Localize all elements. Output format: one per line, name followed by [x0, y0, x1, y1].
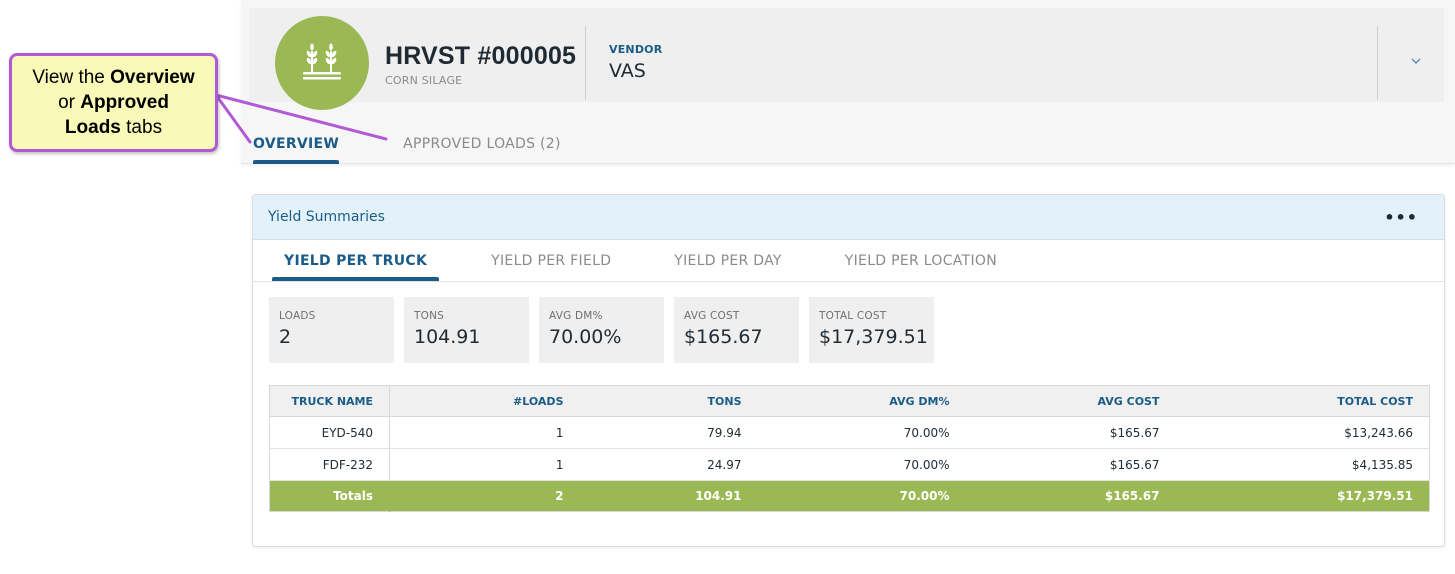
cell-loads: 1: [389, 416, 580, 449]
panel-title: Yield Summaries: [268, 209, 385, 225]
table-header-row: TRUCK NAME #LOADS TONS AVG DM% AVG COST …: [269, 385, 1430, 417]
callout-tooltip: View the Overview or Approved Loads tabs: [9, 53, 218, 152]
harvest-summary-card: HRVST #000005 CORN SILAGE VENDOR VAS: [249, 8, 1444, 110]
cell-totals-label: Totals: [269, 480, 390, 512]
cell-avg-cost: $165.67: [965, 416, 1176, 449]
yield-tabs: YIELD PER TRUCK YIELD PER FIELD YIELD PE…: [272, 241, 997, 281]
tab-yield-per-location[interactable]: YIELD PER LOCATION: [844, 253, 997, 269]
harvest-avatar: [275, 16, 369, 110]
cell-total-cost: $4,135.85: [1175, 448, 1430, 481]
table-row[interactable]: FDF-232 1 24.97 70.00% $165.67 $4,135.85: [269, 448, 1430, 481]
wheat-icon: [299, 41, 345, 85]
header-divider: [585, 26, 586, 100]
stat-label: TONS: [414, 310, 444, 322]
vendor-value: VAS: [609, 60, 646, 82]
more-horizontal-icon[interactable]: •••: [1384, 208, 1418, 227]
vendor-label: VENDOR: [609, 43, 663, 56]
cell-avg-cost: $165.67: [965, 448, 1176, 481]
column-header-truck-name[interactable]: TRUCK NAME: [269, 385, 390, 417]
cell-truck-name: EYD-540: [269, 416, 390, 449]
stat-value: 104.91: [414, 326, 481, 348]
yield-summaries-panel: Yield Summaries ••• YIELD PER TRUCK YIEL…: [252, 194, 1445, 547]
stat-cards: LOADS 2 TONS 104.91 AVG DM% 70.00% AVG C…: [269, 297, 944, 363]
cell-totals-avg-cost: $165.67: [965, 480, 1176, 512]
stat-card-avg-dm: AVG DM% 70.00%: [539, 297, 664, 363]
stat-label: AVG COST: [684, 310, 740, 322]
tab-overview[interactable]: OVERVIEW: [253, 126, 340, 164]
cell-truck-name: FDF-232: [269, 448, 390, 481]
cell-tons: 24.97: [579, 448, 758, 481]
harvest-header: HRVST #000005 CORN SILAGE VENDOR VAS OVE…: [241, 0, 1455, 164]
cell-totals-tons: 104.91: [579, 480, 758, 512]
stat-label: LOADS: [279, 310, 316, 322]
harvest-crop: CORN SILAGE: [385, 74, 463, 87]
tabs-divider: [253, 281, 1444, 282]
cell-avg-dm: 70.00%: [757, 416, 966, 449]
column-header-total-cost[interactable]: TOTAL COST: [1175, 385, 1430, 417]
stat-value: 70.00%: [549, 326, 622, 348]
tab-yield-per-truck[interactable]: YIELD PER TRUCK: [272, 241, 440, 281]
tab-yield-per-day[interactable]: YIELD PER DAY: [674, 253, 782, 269]
stat-card-tons: TONS 104.91: [404, 297, 529, 363]
stat-label: TOTAL COST: [819, 310, 887, 322]
stat-card-loads: LOADS 2: [269, 297, 394, 363]
panel-header: Yield Summaries •••: [253, 195, 1444, 240]
stat-card-total-cost: TOTAL COST $17,379.51: [809, 297, 934, 363]
column-header-avg-cost[interactable]: AVG COST: [965, 385, 1176, 417]
stat-value: $17,379.51: [819, 326, 928, 348]
stat-value: 2: [279, 326, 292, 348]
cell-loads: 1: [389, 448, 580, 481]
cell-tons: 79.94: [579, 416, 758, 449]
cell-total-cost: $13,243.66: [1175, 416, 1430, 449]
harvest-title: HRVST #000005: [385, 42, 577, 70]
column-header-loads[interactable]: #LOADS: [389, 385, 580, 417]
column-header-avg-dm[interactable]: AVG DM%: [757, 385, 966, 417]
chevron-down-icon[interactable]: [1409, 54, 1423, 68]
totals-row: Totals 2 104.91 70.00% $165.67 $17,379.5…: [269, 480, 1430, 512]
page-tabs: OVERVIEW APPROVED LOADS (2): [253, 126, 625, 164]
cell-totals-loads: 2: [389, 480, 580, 512]
callout-text: View the Overview or Approved Loads tabs: [32, 67, 195, 138]
stat-card-avg-cost: AVG COST $165.67: [674, 297, 799, 363]
table-row[interactable]: EYD-540 1 79.94 70.00% $165.67 $13,243.6…: [269, 416, 1430, 449]
stat-value: $165.67: [684, 326, 763, 348]
cell-totals-avg-dm: 70.00%: [757, 480, 966, 512]
cell-avg-dm: 70.00%: [757, 448, 966, 481]
tab-approved-loads[interactable]: APPROVED LOADS (2): [403, 136, 561, 152]
yield-per-truck-table: TRUCK NAME #LOADS TONS AVG DM% AVG COST …: [269, 385, 1430, 512]
header-divider: [1377, 26, 1378, 100]
column-header-tons[interactable]: TONS: [579, 385, 758, 417]
stat-label: AVG DM%: [549, 310, 603, 322]
cell-totals-total-cost: $17,379.51: [1175, 480, 1430, 512]
tab-yield-per-field[interactable]: YIELD PER FIELD: [491, 253, 612, 269]
